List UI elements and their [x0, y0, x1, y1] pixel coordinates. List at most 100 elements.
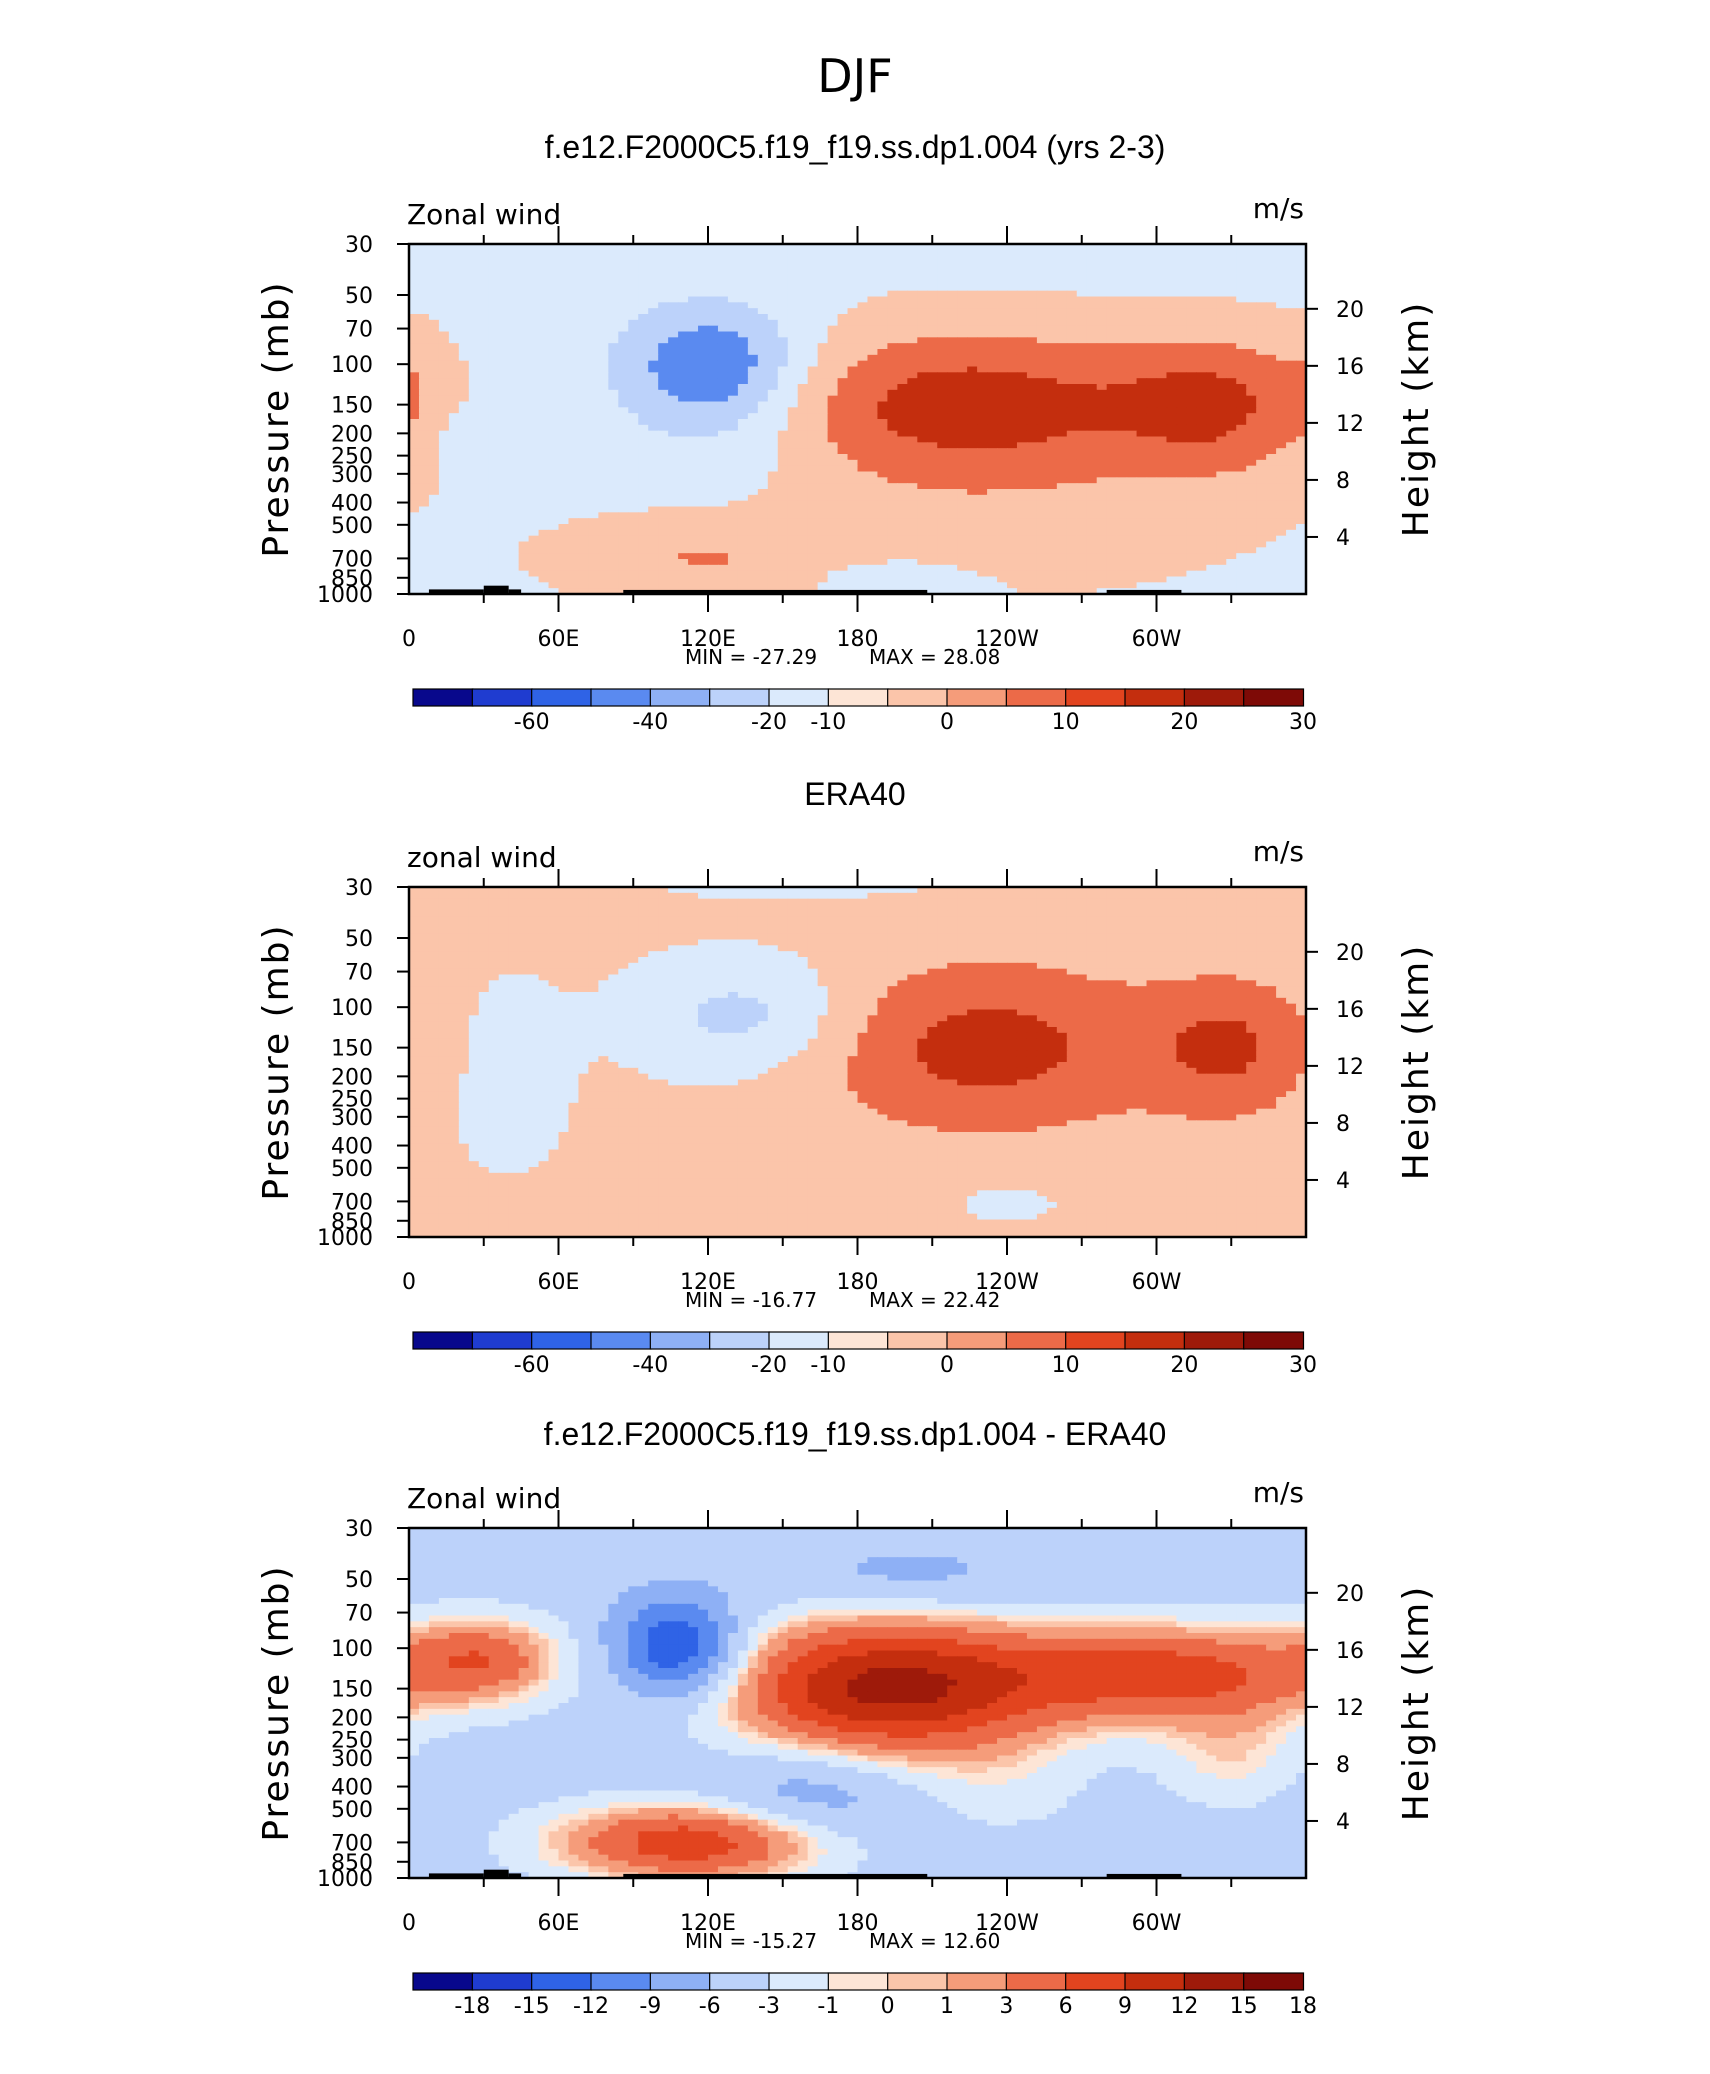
- height-tick-label: 8: [1336, 469, 1350, 494]
- min-label: MIN = -15.27: [685, 1929, 817, 1953]
- pressure-tick-label: 70: [345, 961, 373, 986]
- pressure-tick-label: 250: [331, 1088, 373, 1113]
- height-tick-label: 16: [1336, 998, 1364, 1023]
- colorbar-box: [649, 688, 711, 707]
- colorbar-box: [1243, 1972, 1305, 1991]
- colorbar-label: -10: [810, 710, 846, 735]
- left-label: zonal wind: [407, 841, 557, 874]
- colorbar-box: [709, 1972, 771, 1991]
- pressure-tick-label: 850: [331, 1210, 373, 1235]
- right-label: m/s: [1253, 1476, 1304, 1509]
- figure-title: DJF: [817, 49, 892, 103]
- height-tick-label: 20: [1336, 298, 1364, 323]
- pressure-tick-label: 30: [345, 1517, 373, 1542]
- colorbar: -60 -40 -20 -10 0 10 20 30: [412, 688, 1317, 735]
- pressure-tick-label: 200: [331, 1065, 373, 1090]
- topography-block: [428, 589, 484, 594]
- topography-block: [1106, 589, 1182, 594]
- colorbar-label: 30: [1289, 710, 1317, 735]
- colorbar-label: -12: [573, 1994, 609, 2019]
- colorbar-label: -20: [751, 710, 787, 735]
- colorbar-label: 0: [940, 1353, 954, 1378]
- pressure-tick-label: 700: [331, 1831, 373, 1856]
- colorbar-box: [1065, 688, 1127, 707]
- colorbar-box: [827, 1972, 889, 1991]
- height-tick-label: 8: [1336, 1753, 1350, 1778]
- colorbar-label: -18: [454, 1994, 490, 2019]
- lon-tick-label: 120E: [680, 627, 736, 652]
- pressure-tick-label: 250: [331, 1729, 373, 1754]
- pressure-tick-label: 200: [331, 422, 373, 447]
- left-label: Zonal wind: [407, 1482, 561, 1515]
- contour-field: [409, 887, 1307, 1238]
- height-tick-label: 4: [1336, 1810, 1350, 1835]
- colorbar-box: [1124, 688, 1186, 707]
- colorbar: -18 -15 -12 -9 -6 -3 -1 0 1 3 6 9 12 15 18: [412, 1972, 1317, 2019]
- pressure-tick-label: 70: [345, 318, 373, 343]
- pressure-tick-label: 30: [345, 876, 373, 901]
- pressure-tick-label: 700: [331, 1190, 373, 1215]
- colorbar-label: 6: [1059, 1994, 1073, 2019]
- topography-block: [623, 589, 928, 594]
- colorbar-label: -40: [632, 710, 668, 735]
- pressure-tick-label: 850: [331, 567, 373, 592]
- colorbar-box: [1005, 688, 1067, 707]
- colorbar-box: [709, 688, 771, 707]
- colorbar-box: [531, 1972, 593, 1991]
- colorbar-label: 10: [1052, 1353, 1080, 1378]
- colorbar-box: [1065, 1972, 1127, 1991]
- colorbar-box: [827, 1331, 889, 1350]
- lon-tick-label: 60W: [1132, 1270, 1182, 1295]
- colorbar-label: 20: [1170, 710, 1198, 735]
- pressure-tick-label: 150: [331, 394, 373, 419]
- pressure-tick-label: 100: [331, 353, 373, 378]
- topography-block: [508, 589, 522, 594]
- lon-tick-label: 60E: [538, 627, 580, 652]
- topography-block: [508, 1873, 522, 1878]
- max-label: MAX = 12.60: [869, 1929, 1000, 1953]
- colorbar-box: [887, 688, 949, 707]
- min-label: MIN = -27.29: [685, 645, 817, 669]
- height-tick-label: 20: [1336, 941, 1364, 966]
- topography-block: [428, 1873, 484, 1878]
- pressure-tick-label: 400: [331, 1776, 373, 1801]
- lon-tick-label: 0: [402, 1911, 416, 1936]
- right-label: m/s: [1253, 835, 1304, 868]
- colorbar-label: 10: [1052, 710, 1080, 735]
- chart-panel-3: f.e12.F2000C5.f19_f19.ss.dp1.004 - ERA40…: [256, 1416, 1437, 2019]
- colorbar-box: [471, 1331, 533, 1350]
- min-label: MIN = -16.77: [685, 1288, 817, 1312]
- colorbar-box: [471, 688, 533, 707]
- colorbar-label: -60: [514, 1353, 550, 1378]
- pressure-tick-label: 50: [345, 927, 373, 952]
- colorbar-box: [946, 1331, 1008, 1350]
- colorbar-label: 18: [1289, 1994, 1317, 2019]
- height-tick-label: 8: [1336, 1112, 1350, 1137]
- colorbar-label: 12: [1170, 1994, 1198, 2019]
- colorbar-box: [471, 1972, 533, 1991]
- colorbar-box: [1124, 1972, 1186, 1991]
- y2-axis-label: Height (km): [1396, 301, 1437, 537]
- lon-tick-label: 180: [837, 627, 879, 652]
- panel-title: f.e12.F2000C5.f19_f19.ss.dp1.004 (yrs 2-…: [545, 129, 1166, 165]
- pressure-tick-label: 850: [331, 1851, 373, 1876]
- colorbar-label: -20: [751, 1353, 787, 1378]
- colorbar-label: 9: [1118, 1994, 1132, 2019]
- pressure-tick-label: 150: [331, 1678, 373, 1703]
- y-axis-label: Pressure (mb): [256, 1564, 297, 1841]
- pressure-tick-label: 1000: [317, 1226, 373, 1251]
- y-axis-label: Pressure (mb): [256, 923, 297, 1200]
- colorbar-box: [649, 1331, 711, 1350]
- pressure-tick-label: 100: [331, 996, 373, 1021]
- colorbar-label: 20: [1170, 1353, 1198, 1378]
- colorbar-box: [1243, 688, 1305, 707]
- lon-tick-label: 120W: [975, 1270, 1039, 1295]
- lon-tick-label: 120E: [680, 1270, 736, 1295]
- max-label: MAX = 22.42: [869, 1288, 1000, 1312]
- lon-tick-label: 180: [837, 1911, 879, 1936]
- pressure-tick-label: 500: [331, 514, 373, 539]
- colorbar-box: [946, 1972, 1008, 1991]
- height-tick-label: 12: [1336, 1696, 1364, 1721]
- colorbar-label: -3: [758, 1994, 780, 2019]
- colorbar-label: 0: [940, 710, 954, 735]
